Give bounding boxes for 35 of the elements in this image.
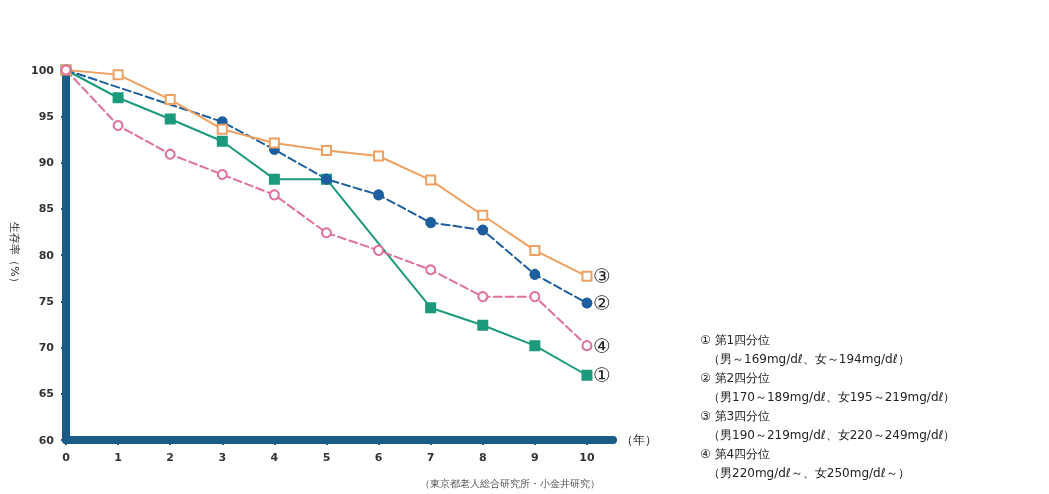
text: （男～169mg/dℓ、女～194mg/dℓ） (708, 352, 910, 366)
x-axis-title: （年） (621, 433, 657, 447)
text: （男170～189mg/dℓ、女195～219mg/dℓ） (708, 390, 956, 404)
y-tick-label: 90 (38, 156, 55, 169)
y-tick-label: 65 (38, 387, 54, 401)
series-label: ① (592, 363, 611, 388)
x-tick-label: 4 (270, 451, 279, 464)
series-label: ② (592, 291, 611, 316)
text: ③ 第3四分位 (700, 409, 771, 423)
text: ④ 第4四分位 (700, 447, 771, 461)
y-tick-label: 70 (38, 341, 55, 354)
x-tick-label: 0 (62, 451, 71, 464)
text: （男220mg/dℓ～、女250mg/dℓ～） (708, 466, 910, 480)
x-tick-label: 10 (579, 451, 595, 464)
x-tick-label: 6 (374, 451, 383, 464)
x-tick-label: 7 (426, 451, 435, 464)
x-tick-label: 1 (114, 451, 122, 464)
text: ② 第2四分位 (700, 371, 771, 385)
text: ① 第1四分位 (700, 333, 771, 347)
x-tick-label: 5 (322, 451, 331, 464)
series-label: ③ (592, 264, 611, 289)
y-tick-label: 75 (38, 294, 54, 308)
y-tick-label: 85 (38, 202, 54, 216)
x-tick-label: 8 (478, 451, 487, 464)
x-tick-label: 2 (166, 451, 175, 464)
y-tick-label: 95 (38, 109, 54, 123)
x-tick-label: 9 (531, 451, 539, 464)
y-tick-label: 80 (38, 248, 55, 262)
y-axis-title: 生存率（%） (8, 222, 22, 288)
series-label: ④ (592, 333, 611, 358)
text: （男190～219mg/dℓ、女220～249mg/dℓ） (708, 428, 956, 442)
text: （東京都老人総合研究所・小金井研究） (420, 477, 600, 489)
y-tick-label: 100 (31, 63, 55, 77)
x-tick-label: 3 (218, 451, 227, 464)
y-tick-label: 60 (38, 433, 55, 447)
